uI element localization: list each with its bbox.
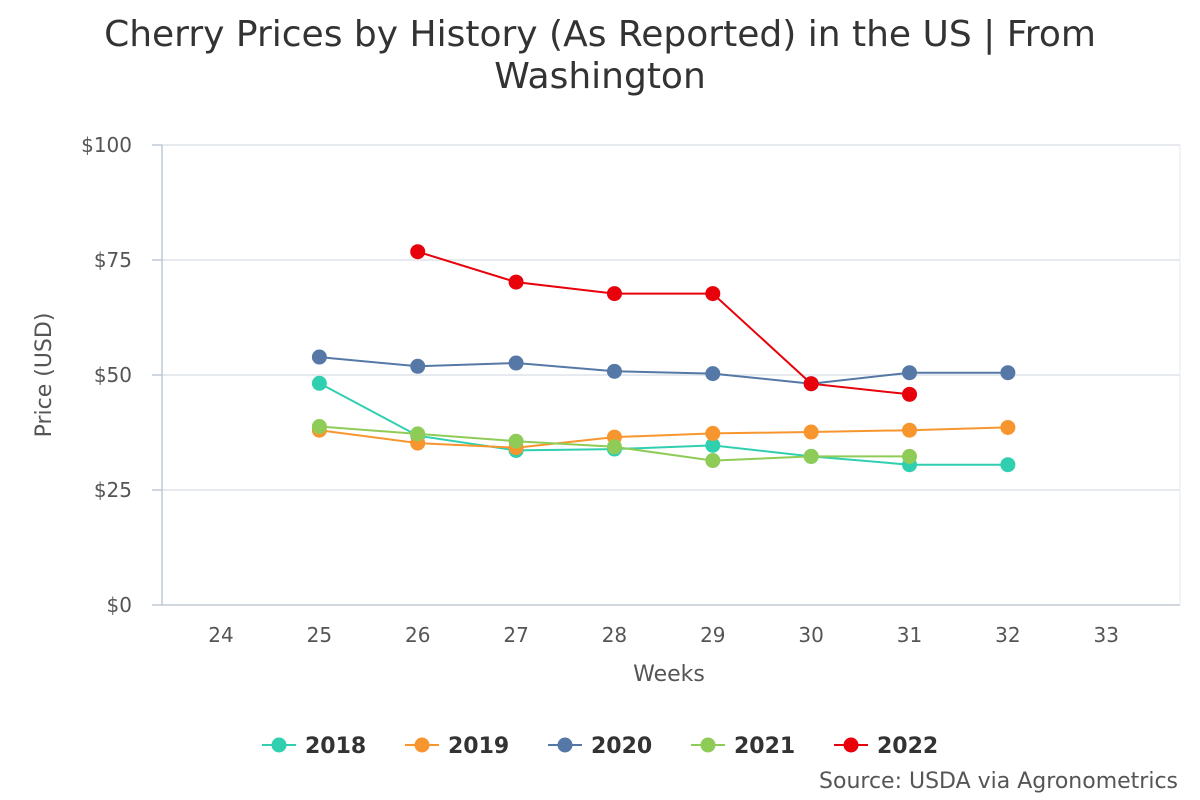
source-credit: Source: USDA via Agronometrics <box>819 769 1178 794</box>
data-point-2021-wk28 <box>606 439 622 455</box>
data-point-2021-wk25 <box>311 419 327 435</box>
x-tick-label: 33 <box>1094 623 1119 647</box>
data-point-2019-wk29 <box>705 425 721 441</box>
data-point-2020-wk26 <box>410 358 426 374</box>
legend-marker <box>557 737 573 753</box>
y-tick-label: $25 <box>94 478 132 502</box>
x-tick-label: 27 <box>503 623 528 647</box>
data-point-2020-wk27 <box>508 355 524 371</box>
data-point-2021-wk30 <box>803 448 819 464</box>
y-tick-label: $75 <box>94 248 132 272</box>
series-line-2018 <box>318 382 1008 466</box>
data-point-2019-wk32 <box>1000 419 1016 435</box>
series-2022 <box>410 244 918 402</box>
data-point-2022-wk26 <box>410 244 426 260</box>
data-point-2019-wk31 <box>902 422 918 438</box>
y-axis-ticks: $0 $25 $50 $75 $100 <box>81 133 162 617</box>
legend-marker <box>700 737 716 753</box>
x-tick-label: 26 <box>405 623 430 647</box>
data-point-2018-wk29 <box>705 437 721 453</box>
x-tick-label: 32 <box>995 623 1020 647</box>
series-2021 <box>311 419 918 469</box>
x-tick-label: 28 <box>602 623 627 647</box>
chart-title: Cherry Prices by History (As Reported) i… <box>104 14 1096 97</box>
data-point-2020-wk25 <box>311 349 327 365</box>
legend-label: 2020 <box>591 734 652 759</box>
legend-item-2019: 2019 <box>405 734 509 759</box>
legend-item-2020: 2020 <box>548 734 652 759</box>
legend-label: 2022 <box>877 734 938 759</box>
legend-marker <box>843 737 859 753</box>
data-point-2018-wk32 <box>1000 457 1016 473</box>
data-point-2021-wk29 <box>705 453 721 469</box>
legend-item-2018: 2018 <box>262 734 366 759</box>
x-tick-label: 30 <box>798 623 823 647</box>
series-line-2019 <box>319 426 1008 449</box>
data-point-2022-wk31 <box>902 386 918 402</box>
series-layer <box>311 244 1016 473</box>
legend-label: 2021 <box>734 734 795 759</box>
legend: 2018 2019 2020 2021 2022 <box>262 734 938 759</box>
data-point-2020-wk28 <box>606 363 622 379</box>
data-point-2022-wk27 <box>508 274 524 290</box>
x-tick-label: 31 <box>897 623 922 647</box>
data-point-2021-wk31 <box>902 448 918 464</box>
x-axis-title: Weeks <box>633 662 705 687</box>
data-point-2019-wk30 <box>803 424 819 440</box>
data-point-2021-wk26 <box>410 426 426 442</box>
x-axis-ticks: 24 25 26 27 28 29 30 31 32 33 <box>208 623 1119 647</box>
y-tick-label: $50 <box>94 363 132 387</box>
y-axis-title: Price (USD) <box>32 313 57 438</box>
grid-lines <box>162 144 1180 491</box>
legend-marker <box>271 737 287 753</box>
data-point-2020-wk31 <box>902 365 918 381</box>
data-point-2022-wk28 <box>606 286 622 302</box>
legend-item-2021: 2021 <box>691 734 795 759</box>
legend-item-2022: 2022 <box>834 734 938 759</box>
x-tick-label: 25 <box>307 623 332 647</box>
series-line-2020 <box>319 356 1008 385</box>
data-point-2022-wk30 <box>803 376 819 392</box>
y-tick-label: $100 <box>81 133 132 157</box>
y-tick-label: $0 <box>107 593 132 617</box>
series-line-2022 <box>417 250 910 396</box>
legend-marker <box>414 737 430 753</box>
data-point-2020-wk29 <box>705 366 721 382</box>
series-2020 <box>311 349 1016 392</box>
x-tick-label: 29 <box>700 623 725 647</box>
legend-label: 2018 <box>305 734 366 759</box>
legend-label: 2019 <box>448 734 509 759</box>
data-point-2020-wk32 <box>1000 365 1016 381</box>
data-point-2018-wk25 <box>311 375 327 391</box>
data-point-2021-wk27 <box>508 433 524 449</box>
x-tick-label: 24 <box>208 623 233 647</box>
data-point-2022-wk29 <box>705 286 721 302</box>
